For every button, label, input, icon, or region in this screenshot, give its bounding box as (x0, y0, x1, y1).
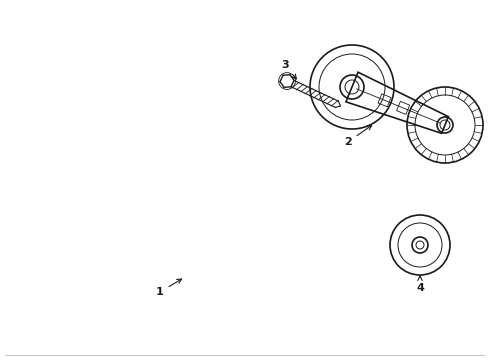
Text: 4: 4 (415, 276, 423, 293)
Text: 1: 1 (156, 279, 181, 297)
Text: 3: 3 (281, 60, 296, 79)
Text: 2: 2 (344, 125, 371, 147)
